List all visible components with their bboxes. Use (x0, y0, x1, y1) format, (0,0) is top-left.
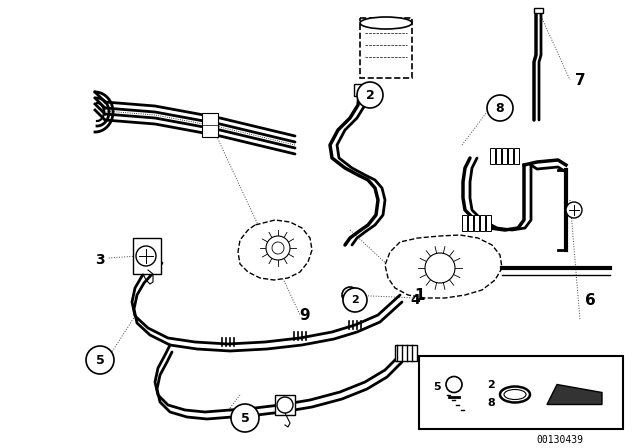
Circle shape (277, 397, 293, 413)
Circle shape (357, 82, 383, 108)
Bar (419, 356, 623, 429)
Bar (486, 215, 491, 231)
Text: 9: 9 (300, 307, 310, 323)
Text: 00130439: 00130439 (536, 435, 584, 445)
Text: 1: 1 (415, 288, 425, 302)
Polygon shape (547, 384, 602, 405)
Bar (462, 215, 467, 231)
Bar (202, 113, 218, 137)
Text: 4: 4 (410, 293, 420, 307)
Circle shape (446, 376, 462, 392)
Circle shape (342, 287, 358, 303)
Polygon shape (238, 220, 312, 280)
Text: 7: 7 (575, 73, 586, 87)
Bar (502, 148, 507, 164)
Text: 5: 5 (241, 412, 250, 425)
Circle shape (86, 346, 114, 374)
Circle shape (343, 288, 367, 312)
Circle shape (487, 95, 513, 121)
Text: 2: 2 (351, 295, 359, 305)
Bar (474, 215, 479, 231)
Text: 8: 8 (496, 102, 504, 115)
Text: 2: 2 (365, 89, 374, 102)
Text: 5: 5 (95, 353, 104, 366)
Text: 5: 5 (433, 382, 441, 392)
Circle shape (425, 253, 455, 283)
Ellipse shape (504, 389, 526, 400)
Bar (490, 148, 495, 164)
Circle shape (231, 404, 259, 432)
Ellipse shape (360, 17, 412, 29)
Bar (354, 84, 364, 96)
Bar (275, 395, 295, 415)
Circle shape (266, 236, 290, 260)
Bar (360, 18, 412, 78)
Text: 8: 8 (487, 397, 495, 408)
Bar (534, 8, 543, 13)
Circle shape (566, 202, 582, 218)
Polygon shape (385, 235, 502, 298)
Bar (395, 345, 417, 361)
Bar (514, 148, 519, 164)
Bar (133, 238, 161, 274)
Text: 6: 6 (584, 293, 595, 307)
Bar (508, 148, 513, 164)
Circle shape (272, 242, 284, 254)
Bar (496, 148, 501, 164)
Text: 2: 2 (487, 379, 495, 389)
Bar (480, 215, 485, 231)
Bar (468, 215, 473, 231)
Text: 3: 3 (95, 253, 105, 267)
Circle shape (136, 246, 156, 266)
